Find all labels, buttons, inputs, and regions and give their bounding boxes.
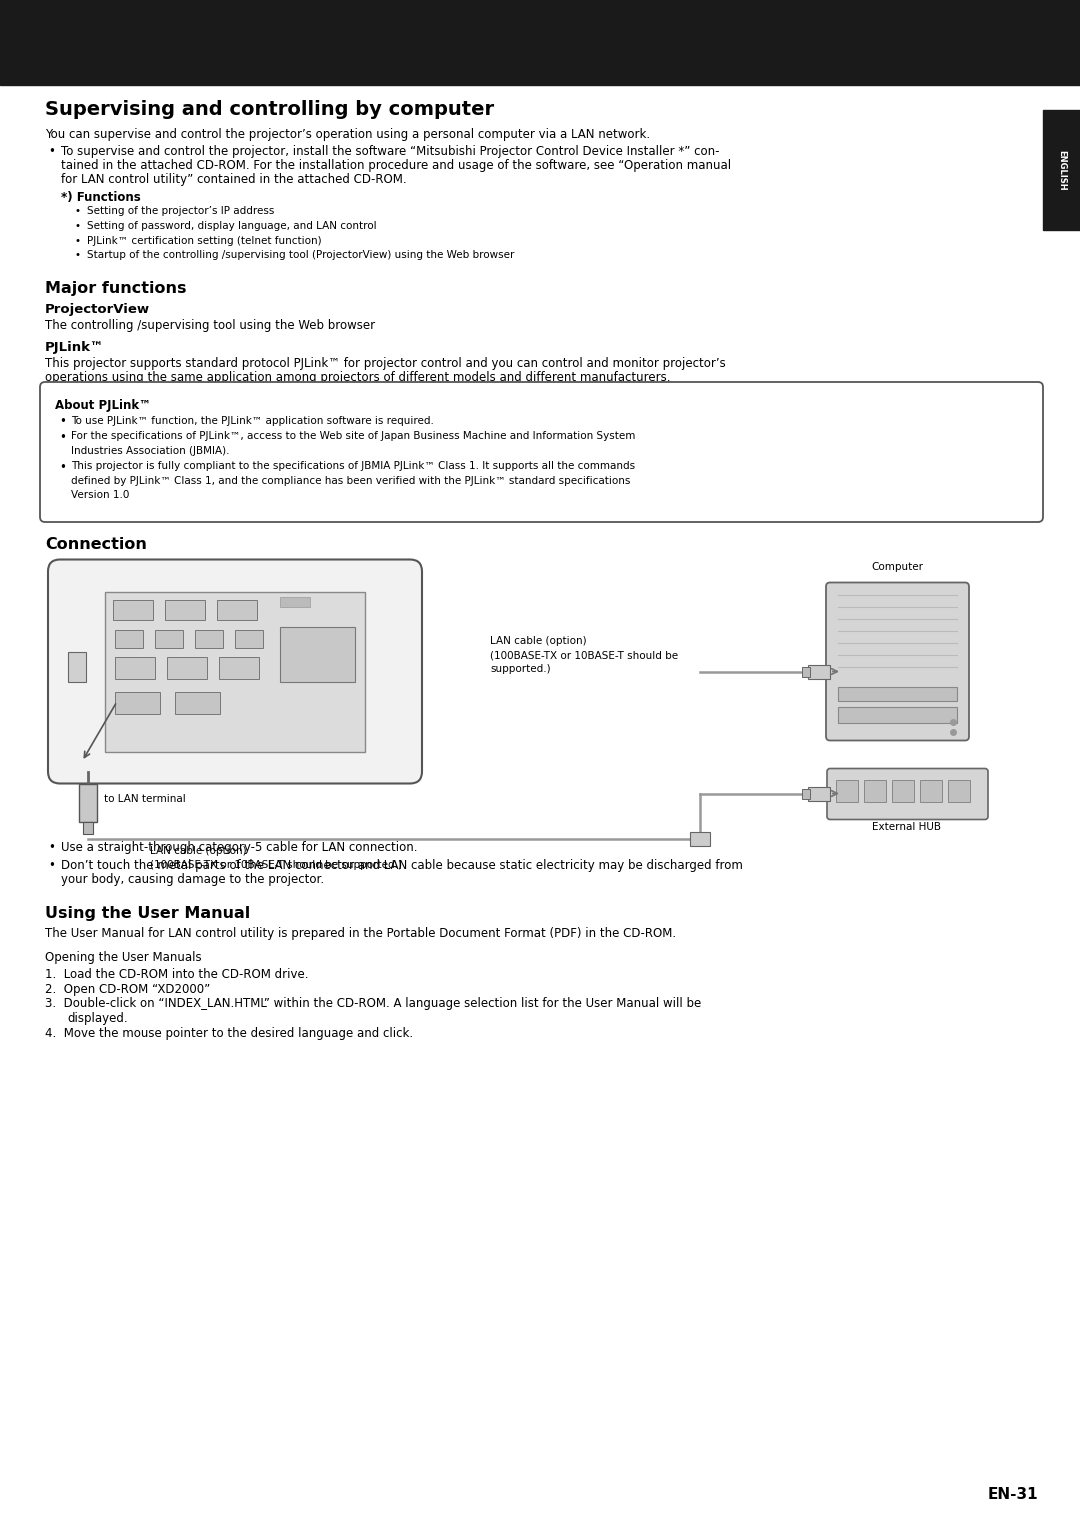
Text: •: • [48,145,55,157]
Bar [836,779,858,802]
Text: (100BASE-TX or 10BASE-T should be: (100BASE-TX or 10BASE-T should be [490,651,678,660]
Bar [68,651,86,681]
FancyBboxPatch shape [826,582,969,741]
Text: Setting of password, display language, and LAN control: Setting of password, display language, a… [87,222,377,231]
Bar [105,591,365,752]
Text: LAN cable (option): LAN cable (option) [150,847,246,857]
Bar [802,666,810,677]
Bar [808,787,831,801]
Bar [165,599,205,619]
Text: EN-31: EN-31 [987,1487,1038,1502]
Bar [114,657,156,678]
Text: 2.  Open CD-ROM “XD2000”: 2. Open CD-ROM “XD2000” [45,983,211,996]
Text: Use a straight-through category-5 cable for LAN connection.: Use a straight-through category-5 cable … [60,842,418,854]
Text: •: • [59,431,66,445]
Text: your body, causing damage to the projector.: your body, causing damage to the project… [60,874,324,886]
FancyBboxPatch shape [827,769,988,819]
Text: Supervising and controlling by computer: Supervising and controlling by computer [45,99,495,119]
Bar [892,779,914,802]
Bar [838,686,957,700]
Bar [0,0,1080,86]
FancyBboxPatch shape [48,559,422,784]
Bar [114,630,143,648]
Text: supported.): supported.) [490,665,551,674]
Text: to LAN terminal: to LAN terminal [104,793,186,804]
Bar [235,630,264,648]
Bar [156,630,183,648]
Text: PJLink™: PJLink™ [45,341,105,354]
Bar [219,657,259,678]
Text: •: • [59,416,66,428]
Text: *) Functions: *) Functions [60,191,140,205]
Bar [948,779,970,802]
Bar [802,788,810,799]
Text: This projector supports standard protocol PJLink™ for projector control and you : This projector supports standard protoco… [45,356,726,370]
Text: Industries Association (JBMIA).: Industries Association (JBMIA). [71,446,229,455]
Text: Using the User Manual: Using the User Manual [45,906,251,921]
Text: ProjectorView: ProjectorView [45,303,150,316]
Bar [195,630,222,648]
Text: Don’t touch the metal parts of the LAN connector and LAN cable because static el: Don’t touch the metal parts of the LAN c… [60,859,743,872]
Text: LAN cable (option): LAN cable (option) [490,637,586,646]
Text: •: • [75,235,81,246]
Text: External HUB: External HUB [873,822,942,831]
Text: You can supervise and control the projector’s operation using a personal compute: You can supervise and control the projec… [45,128,650,141]
Text: •: • [48,859,55,872]
Text: To use PJLink™ function, the PJLink™ application software is required.: To use PJLink™ function, the PJLink™ app… [71,416,434,425]
Bar [280,626,355,681]
Bar [175,692,220,714]
Text: •: • [48,842,55,854]
Bar [83,822,93,833]
Text: operations using the same application among projectors of different models and d: operations using the same application am… [45,371,671,384]
Bar [280,596,310,607]
Bar [808,665,831,678]
Text: •: • [75,206,81,217]
Text: Major functions: Major functions [45,281,187,295]
Text: PJLink™ certification setting (telnet function): PJLink™ certification setting (telnet fu… [87,235,322,246]
Bar [920,779,942,802]
Bar [167,657,207,678]
Bar [864,779,886,802]
Bar [114,692,160,714]
Text: This projector is fully compliant to the specifications of JBMIA PJLink™ Class 1: This projector is fully compliant to the… [71,461,635,471]
Bar [690,831,710,845]
Text: •: • [75,222,81,231]
Text: To supervise and control the projector, install the software “Mitsubishi Project: To supervise and control the projector, … [60,145,719,157]
Text: ENGLISH: ENGLISH [1057,150,1067,191]
Text: (100BASE-TX or 10BASE-T should be supported.): (100BASE-TX or 10BASE-T should be suppor… [150,860,402,871]
Text: 3.  Double-click on “INDEX_LAN.HTML” within the CD-ROM. A language selection lis: 3. Double-click on “INDEX_LAN.HTML” with… [45,998,701,1010]
Text: Version 1.0: Version 1.0 [71,490,130,500]
Text: tained in the attached CD-ROM. For the installation procedure and usage of the s: tained in the attached CD-ROM. For the i… [60,159,731,173]
Text: For the specifications of PJLink™, access to the Web site of Japan Business Mach: For the specifications of PJLink™, acces… [71,431,635,442]
Bar [79,784,97,822]
Text: 1.  Load the CD-ROM into the CD-ROM drive.: 1. Load the CD-ROM into the CD-ROM drive… [45,969,309,981]
Text: for LAN control utility” contained in the attached CD-ROM.: for LAN control utility” contained in th… [60,174,407,186]
Bar [113,599,153,619]
Bar [217,599,257,619]
Text: The User Manual for LAN control utility is prepared in the Portable Document For: The User Manual for LAN control utility … [45,926,676,940]
FancyBboxPatch shape [40,382,1043,523]
Text: 4.  Move the mouse pointer to the desired language and click.: 4. Move the mouse pointer to the desired… [45,1027,414,1039]
Text: •: • [59,461,66,474]
Text: Opening the User Manuals: Opening the User Manuals [45,950,202,964]
Text: Setting of the projector’s IP address: Setting of the projector’s IP address [87,206,274,217]
Text: Computer: Computer [870,561,923,571]
Text: About PJLink™: About PJLink™ [55,399,151,413]
Bar [1043,110,1080,231]
Text: defined by PJLink™ Class 1, and the compliance has been verified with the PJLink: defined by PJLink™ Class 1, and the comp… [71,475,631,486]
Text: Startup of the controlling /supervising tool (ProjectorView) using the Web brows: Startup of the controlling /supervising … [87,251,514,260]
Text: The controlling /supervising tool using the Web browser: The controlling /supervising tool using … [45,318,375,332]
Text: displayed.: displayed. [67,1012,127,1025]
Text: Connection: Connection [45,536,147,552]
Bar [838,706,957,723]
Text: •: • [75,251,81,260]
